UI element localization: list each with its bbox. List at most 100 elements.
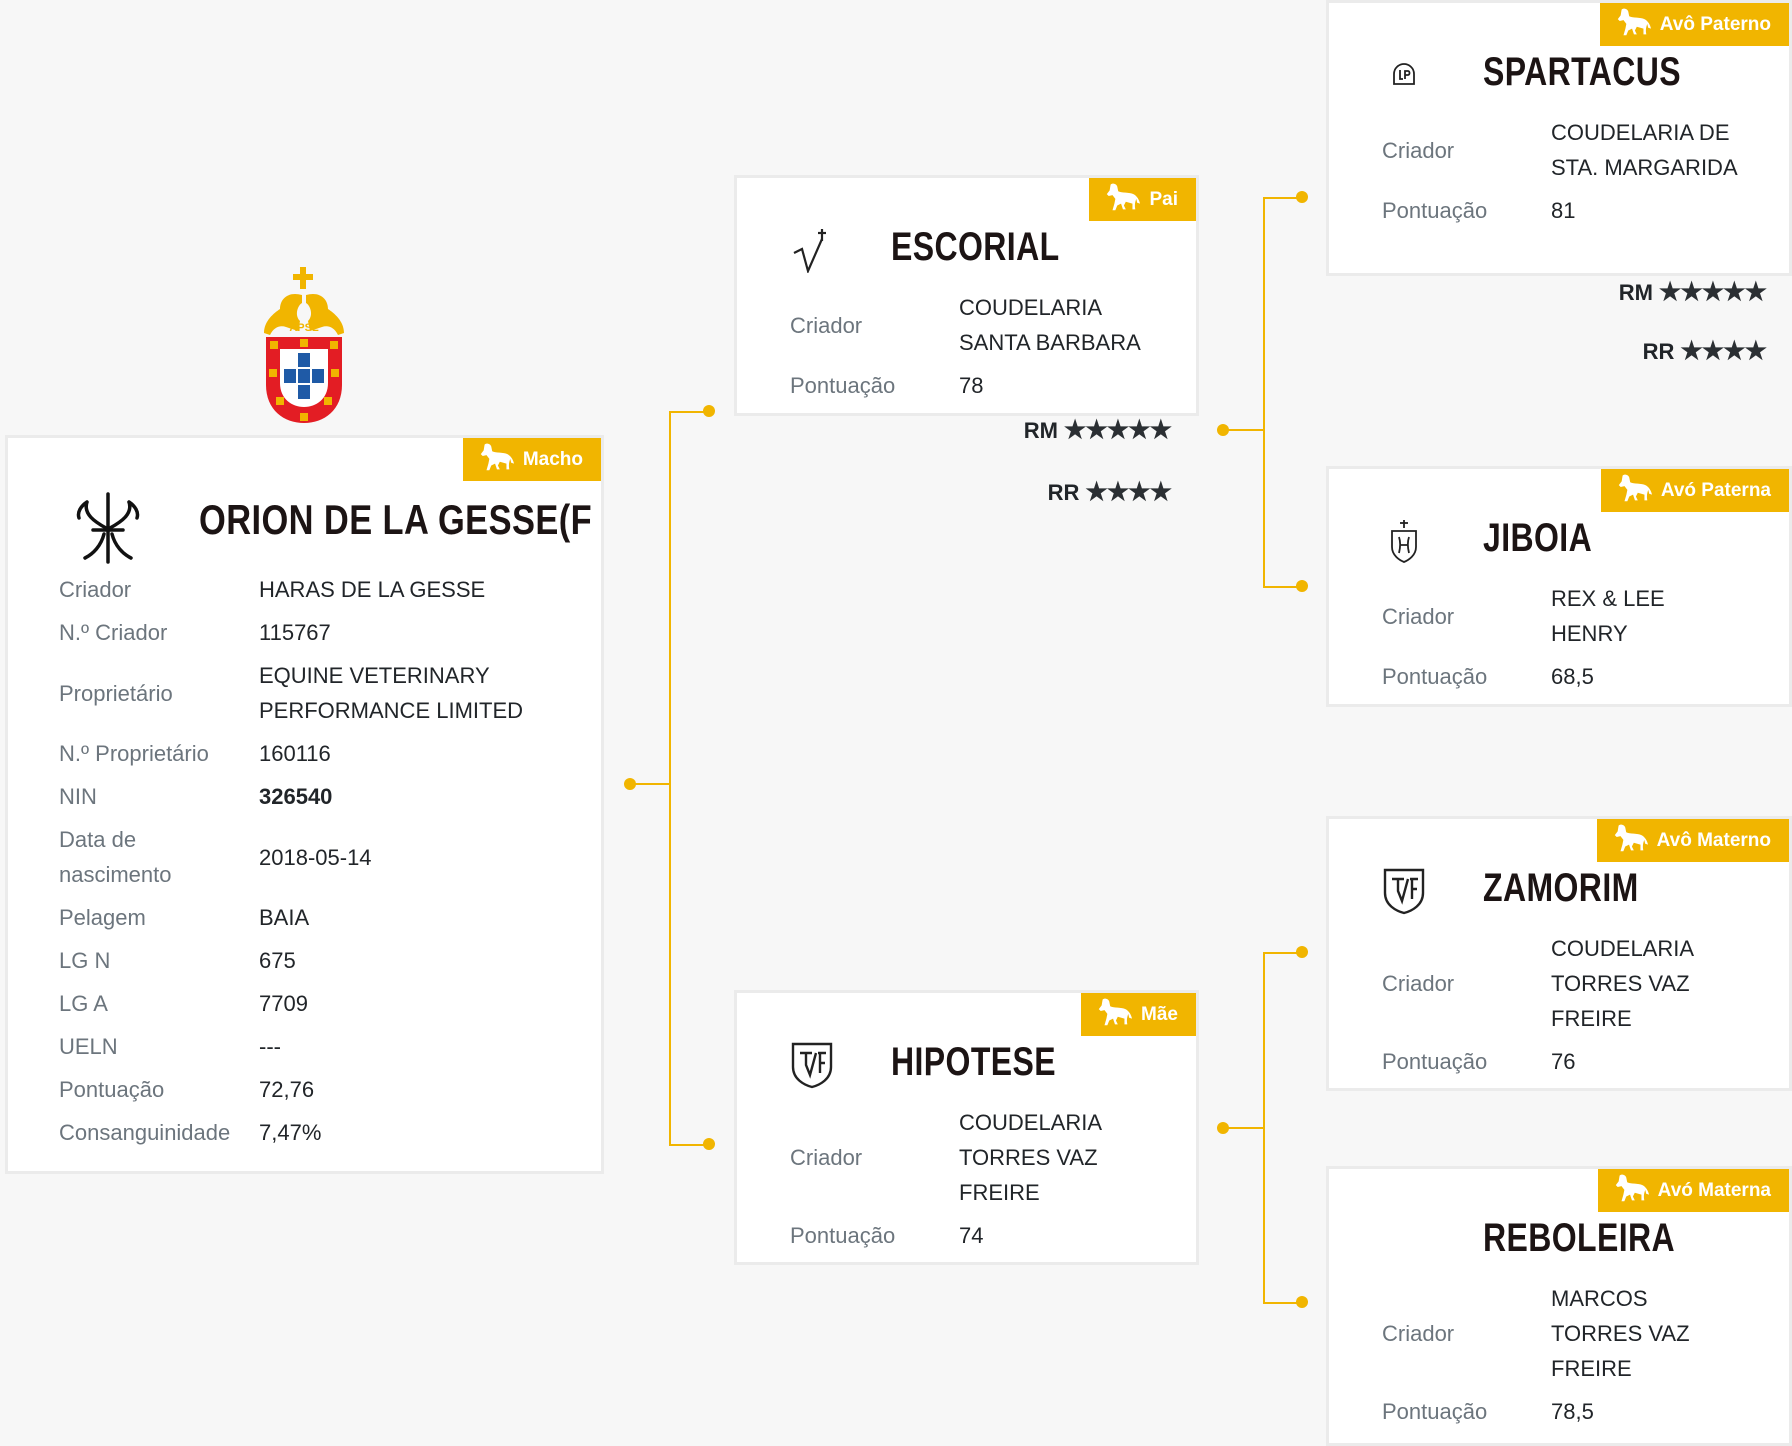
info-label: LG A [59,991,108,1016]
info-label: Pontuação [1382,1049,1488,1074]
ancestor-card-avo-materno: Avô Materno ZAMORIM Criador COUDELARIA TORR… [1326,816,1792,1091]
info-label: Pelagem [59,905,146,930]
star-rating: ★★★★★ [1057,416,1172,444]
info-row: Pontuação 76 [1382,1040,1741,1083]
info-value: BAIA [259,905,310,930]
info-value: 115767 [259,620,331,645]
horse-info-table: Criador COUDELARIA DE STA. MARGARIDA Pontu… [1382,111,1741,232]
relation-badge-label: Avó Paterna [1660,479,1771,501]
horse-name: REBOLEIRA [1483,1216,1676,1260]
relation-badge: Mãe [1081,993,1196,1036]
rating-label: RR [1642,339,1675,364]
horse-info-table: Criador COUDELARIA TORRES VAZ FREIRE Pontu… [1382,927,1741,1083]
connector-line [669,1144,709,1146]
connector-dot [1296,580,1308,592]
horse-icon [1611,823,1649,859]
horse-info-table: Criador MARCOS TORRES VAZ FREIRE Pontuação… [1382,1277,1741,1433]
info-value: 68,5 [1551,664,1594,689]
fleur-brand-icon [68,488,148,568]
star-rating: ★★★★ [1079,478,1172,506]
info-value: COUDELARIA TORRES VAZ FREIRE [959,1110,1101,1205]
info-row: Pelagem BAIA [59,896,579,939]
rating-rr: RR ★★★★ [1047,477,1172,507]
relation-badge-label: Mãe [1141,1003,1178,1025]
connector-line [669,411,671,1144]
connector-line [1223,429,1263,431]
info-row: Pontuação 81 [1382,189,1741,232]
connector-line [1263,952,1265,1302]
info-value: 326540 [259,784,333,809]
info-row: Consanguinidade 7,47% [59,1111,579,1154]
rating-rr: RR ★★★★ [1642,336,1767,366]
apsl-logo-text: APSL [289,322,319,334]
info-label: NIN [59,784,97,809]
info-label: Criador [1382,603,1455,629]
connector-dot [703,405,715,417]
sex-badge: Macho [462,438,601,481]
info-label: LG N [59,948,111,973]
info-label: Criador [790,1145,863,1170]
info-row: Proprietário EQUINE VETERINARY PERFORMANC… [59,654,579,732]
apsl-logo: APSL [258,265,350,425]
connector-dot [1217,424,1229,436]
horse-name: SPARTACUS [1483,50,1681,94]
info-row: NIN 326540 [59,775,579,818]
horse-icon [1612,1173,1650,1209]
h-shield-brand-icon [1379,516,1429,566]
connector-line [630,783,669,785]
info-label: Pontuação [59,1077,165,1102]
ancestor-card-mae: Mãe HIPOTESE Criador COUDELARIA TORRES VAZ … [734,990,1199,1265]
connector-line [1263,197,1302,199]
info-label: Criador [1382,971,1455,996]
info-label: Pontuação [1382,1399,1488,1424]
info-value: --- [259,1034,281,1059]
info-row: Criador COUDELARIA TORRES VAZ FREIRE [790,1101,1149,1214]
info-row: Criador COUDELARIA TORRES VAZ FREIRE [1382,927,1741,1040]
horse-info-table: Criador COUDELARIA TORRES VAZ FREIRE Pontu… [790,1101,1149,1257]
info-value: 76 [1551,1049,1576,1074]
info-value: 160116 [259,741,331,766]
relation-badge: Pai [1089,178,1196,221]
info-row: Data de nascimento 2018-05-14 [59,818,579,896]
connector-dot [1296,946,1308,958]
rating-label: RR [1047,480,1080,505]
connector-line [1263,586,1302,588]
relation-badge-label: Avô Materno [1656,829,1771,851]
info-value: COUDELARIA SANTA BARBARA [959,295,1141,355]
connector-line [669,411,709,413]
horse-info-table: Criador COUDELARIA SANTA BARBARA Pontuação… [790,286,1149,407]
rating-rm: RM ★★★★★ [1023,415,1172,445]
connector-line [1263,1302,1302,1304]
info-row: LG N 675 [59,939,579,982]
horse-info-table: Criador REX & LEE HENRY Pontuação 68,5 [1382,577,1741,698]
info-label: Criador [59,577,132,602]
connector-dot [1217,1122,1229,1134]
info-label: Pontuação [790,373,896,398]
star-rating: ★★★★ [1674,337,1767,365]
info-value: 7709 [259,991,308,1016]
horse-icon [1615,473,1653,509]
info-row: Criador COUDELARIA DE STA. MARGARIDA [1382,111,1741,189]
info-value: HARAS DE LA GESSE [259,577,486,602]
info-value: 78,5 [1551,1399,1594,1424]
info-label: Criador [790,312,863,338]
info-label: N.º Proprietário [59,741,209,766]
horse-name: JIBOIA [1483,516,1593,560]
connector-dot [703,1138,715,1150]
connector-dot [1296,1296,1308,1308]
info-label: Criador [1382,137,1455,163]
info-label: Consanguinidade [59,1120,231,1145]
sex-badge-label: Macho [522,448,583,470]
info-value: 72,76 [259,1077,315,1102]
relation-badge-label: Avô Paterno [1659,13,1771,35]
horse-name: ESCORIAL [891,225,1060,269]
rating-rm: RM ★★★★★ [1619,277,1767,307]
tvf-shield-brand-icon [787,1040,837,1090]
relation-badge-label: Avó Materna [1657,1179,1771,1201]
rating-label: RM [1023,418,1058,443]
horse-main-card: Macho ORION DE LA GESSE(F Criador HARAS D… [5,435,604,1174]
horse-icon [1103,182,1141,218]
info-value: 675 [259,948,296,973]
info-row: Pontuação 72,76 [59,1068,579,1111]
relation-badge: Avô Materno [1596,819,1789,862]
